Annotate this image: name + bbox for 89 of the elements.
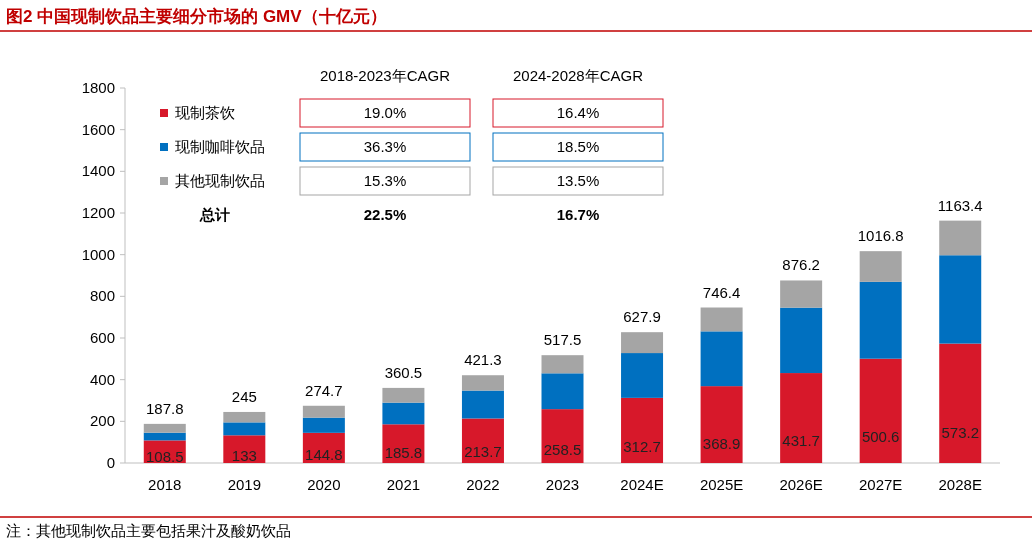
data-label: 368.9 bbox=[702, 434, 741, 452]
data-label: 144.8 bbox=[305, 446, 343, 464]
text: 2024-2028年CAGR bbox=[512, 67, 644, 84]
bar bbox=[700, 307, 743, 332]
bar bbox=[700, 331, 743, 387]
y-tick-label: 1000 bbox=[81, 245, 115, 263]
bar bbox=[621, 397, 664, 463]
total-label: 245 bbox=[231, 387, 257, 405]
annotation: 13.5% bbox=[556, 172, 600, 189]
x-tick-label: 2019 bbox=[227, 476, 262, 493]
annotation: 15.3% bbox=[363, 172, 407, 189]
data-label: 213.7 bbox=[464, 442, 502, 460]
y-tick-label: 200 bbox=[89, 412, 115, 430]
bar bbox=[541, 409, 584, 463]
total-label: 746.4 bbox=[702, 283, 741, 301]
x-tick-label: 2018 bbox=[148, 476, 182, 493]
y-tick-label: 1800 bbox=[81, 79, 115, 96]
data-label: 573.2 bbox=[941, 424, 979, 442]
bar bbox=[700, 386, 743, 463]
total-label: 187.8 bbox=[146, 399, 184, 417]
annotation: 16.7% bbox=[556, 206, 600, 223]
y-tick-label: 600 bbox=[89, 329, 115, 346]
chart-title: 图2 中国现制饮品主要细分市场的 GMV（十亿元） bbox=[6, 7, 387, 26]
total-label: 1016.8 bbox=[857, 227, 904, 245]
x-tick-label: 2028E bbox=[938, 476, 982, 493]
legend-label: 其他现制饮品 bbox=[175, 172, 265, 189]
bar bbox=[621, 332, 664, 354]
y-tick-label: 1600 bbox=[81, 120, 115, 138]
data-label: 108.5 bbox=[146, 448, 184, 466]
bar bbox=[461, 418, 504, 463]
annotation: 18.5% bbox=[556, 138, 600, 155]
bar bbox=[621, 353, 664, 398]
bar bbox=[780, 307, 823, 374]
annotation: 总计 bbox=[199, 206, 230, 223]
annotation: 22.5% bbox=[363, 206, 407, 223]
annotation: 16.4% bbox=[556, 104, 600, 121]
bar bbox=[461, 390, 504, 419]
total-label: 876.2 bbox=[782, 256, 820, 274]
bar bbox=[302, 405, 345, 418]
x-tick-label: 2020 bbox=[307, 476, 341, 493]
x-tick-label: 2025E bbox=[699, 476, 744, 493]
x-tick-label: 2027E bbox=[858, 476, 903, 493]
total-label: 421.3 bbox=[464, 351, 502, 369]
bar bbox=[223, 435, 266, 463]
bar bbox=[859, 358, 902, 463]
bar bbox=[382, 387, 425, 403]
bar bbox=[302, 417, 345, 433]
bar bbox=[780, 280, 823, 308]
data-label: 133 bbox=[231, 447, 257, 465]
bar bbox=[461, 375, 504, 391]
y-tick-label: 800 bbox=[89, 287, 115, 305]
bar bbox=[780, 373, 823, 463]
total-label: 517.5 bbox=[543, 331, 582, 349]
y-tick-label: 400 bbox=[89, 370, 115, 388]
data-label: 185.8 bbox=[384, 444, 423, 462]
bar bbox=[143, 432, 186, 441]
text: 注：其他现制饮品主要包括果汁及酸奶饮品 bbox=[6, 522, 291, 539]
x-tick-label: 2023 bbox=[545, 476, 580, 493]
text: 2018-2023年CAGR bbox=[319, 67, 451, 84]
total-label: 627.9 bbox=[623, 308, 661, 326]
y-tick-label: 0 bbox=[106, 454, 115, 471]
data-label: 500.6 bbox=[861, 427, 900, 445]
data-label: 431.7 bbox=[782, 431, 820, 449]
bar bbox=[939, 255, 982, 344]
bar bbox=[541, 373, 584, 410]
bar bbox=[382, 402, 425, 425]
x-tick-label: 2024E bbox=[620, 476, 664, 493]
annotation: 36.3% bbox=[363, 138, 407, 155]
x-tick-label: 2022 bbox=[466, 476, 500, 493]
bar bbox=[939, 220, 982, 256]
x-tick-label: 2021 bbox=[386, 476, 421, 493]
data-label: 312.7 bbox=[623, 437, 661, 455]
bar bbox=[223, 422, 266, 436]
legend-label: 现制茶饮 bbox=[175, 104, 235, 121]
bar bbox=[541, 355, 584, 374]
bar bbox=[939, 343, 982, 463]
total-label: 274.7 bbox=[305, 381, 343, 399]
x-tick-label: 2026E bbox=[779, 476, 823, 493]
bar bbox=[143, 423, 186, 433]
bar bbox=[859, 251, 902, 282]
y-tick-label: 1200 bbox=[81, 204, 115, 221]
annotation: 19.0% bbox=[363, 104, 407, 121]
total-label: 360.5 bbox=[384, 363, 423, 381]
bar bbox=[859, 281, 902, 359]
legend-label: 现制咖啡饮品 bbox=[175, 138, 265, 155]
y-tick-label: 1400 bbox=[81, 162, 115, 180]
bar bbox=[223, 411, 266, 423]
data-label: 258.5 bbox=[543, 440, 582, 458]
total-label: 1163.4 bbox=[937, 196, 983, 214]
